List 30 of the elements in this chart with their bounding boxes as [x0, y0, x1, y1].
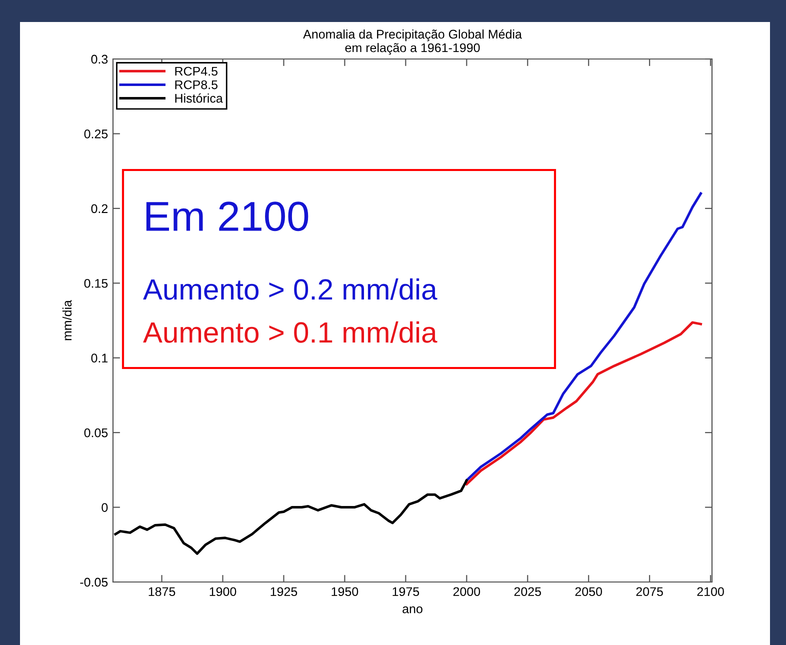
y-tick-label: -0.05	[80, 578, 108, 587]
line-series	[465, 321, 702, 486]
x-axis-title: ano	[402, 606, 422, 614]
annotation: Aumento > 0.2 mm/dia	[143, 278, 438, 300]
y-tick-label: 0.25	[84, 130, 108, 138]
x-tick-label: 2075	[636, 587, 663, 596]
line-series	[465, 192, 702, 482]
x-tick-label: 1900	[210, 587, 236, 596]
chart-title: Anomalia da Precipitação Global Média em relação a 1961-1990	[303, 29, 522, 55]
legend-label: RCP8.5	[175, 80, 218, 90]
x-tick-label: 1975	[392, 587, 420, 596]
x-tick-label: 2050	[575, 587, 602, 596]
annotation: Em 2100	[146, 202, 308, 232]
y-tick-label: 0	[102, 503, 108, 512]
line-series	[114, 479, 468, 555]
y-tick-label: 0.2	[91, 204, 108, 214]
y-tick-label: 0.3	[91, 54, 108, 64]
x-tick-label: 1950	[332, 587, 358, 596]
y-tick-label: 0.05	[84, 428, 108, 438]
x-tick-label: 1875	[148, 587, 176, 596]
x-tick-label: 2000	[453, 587, 480, 596]
x-tick-label: 2100	[697, 587, 724, 596]
legend-label: RCP4.5	[175, 66, 218, 76]
y-axis-title: mm/dia	[62, 300, 72, 340]
y-tick-label: 0.1	[91, 354, 108, 363]
annotation: Aumento > 0.1 mm/dia	[143, 321, 438, 343]
x-tick-label: 2025	[514, 587, 541, 596]
y-tick-label: 0.15	[84, 278, 108, 288]
legend-label: Histórica	[175, 93, 223, 103]
x-tick-label: 1925	[270, 587, 298, 596]
